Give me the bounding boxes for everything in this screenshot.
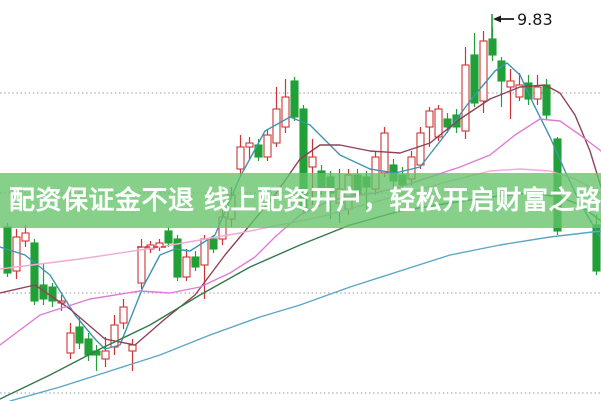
candles: [3, 27, 601, 371]
candle-body-down: [470, 54, 479, 104]
candle-body-up: [380, 132, 389, 174]
ad-banner-text: 配资保证金不退 线上配资开户，轻松开启财富之路: [9, 185, 601, 216]
candle-body-up: [128, 344, 137, 352]
candle-body-down: [254, 144, 263, 158]
candle-body-down: [542, 84, 551, 116]
price-annotation-label: 9.83: [517, 10, 553, 29]
candle-body-down: [524, 82, 533, 100]
candle-body-down: [191, 256, 200, 268]
candle-body-up: [21, 232, 30, 242]
candle-body-up: [245, 142, 254, 148]
ma-line-mid-maroon: [0, 84, 601, 346]
candle-body-up: [533, 86, 542, 100]
candle-body-down: [443, 118, 452, 128]
candle-body-down: [497, 60, 506, 82]
candle-body-up: [506, 80, 515, 88]
candle-body-down: [164, 230, 173, 244]
candle-body-up: [12, 236, 21, 272]
candle-body-down: [290, 80, 299, 118]
candle-body-up: [416, 132, 425, 166]
ma-line-long-blue: [9, 230, 601, 401]
candle-body-up: [425, 110, 434, 128]
candle-body-down: [84, 338, 93, 356]
candle-body-up: [308, 156, 317, 168]
candle-body-down: [488, 38, 497, 56]
candle-body-down: [209, 238, 218, 250]
candle-body-up: [66, 332, 75, 354]
candle-body-up: [182, 256, 191, 278]
candle-body-down: [173, 238, 182, 278]
candle-body-down: [30, 242, 39, 302]
candle-body-up: [461, 64, 470, 132]
candle-body-down: [39, 284, 48, 300]
candle-body-up: [479, 40, 488, 102]
candle-body-up: [263, 134, 272, 158]
candle-body-up: [515, 84, 524, 98]
candle-body-up: [101, 350, 110, 360]
candle-body-up: [236, 146, 245, 170]
price-annotation: 9.83: [491, 10, 553, 41]
candle-body-down: [75, 326, 84, 344]
candle-body-up: [119, 306, 128, 324]
ad-banner: 配资保证金不退 线上配资开户，轻松开启财富之路: [0, 173, 601, 228]
candle-body-up: [137, 246, 146, 284]
annotation-arrowhead-icon: [493, 15, 501, 23]
candle-body-up: [434, 108, 443, 138]
candle-body-up: [281, 96, 290, 128]
